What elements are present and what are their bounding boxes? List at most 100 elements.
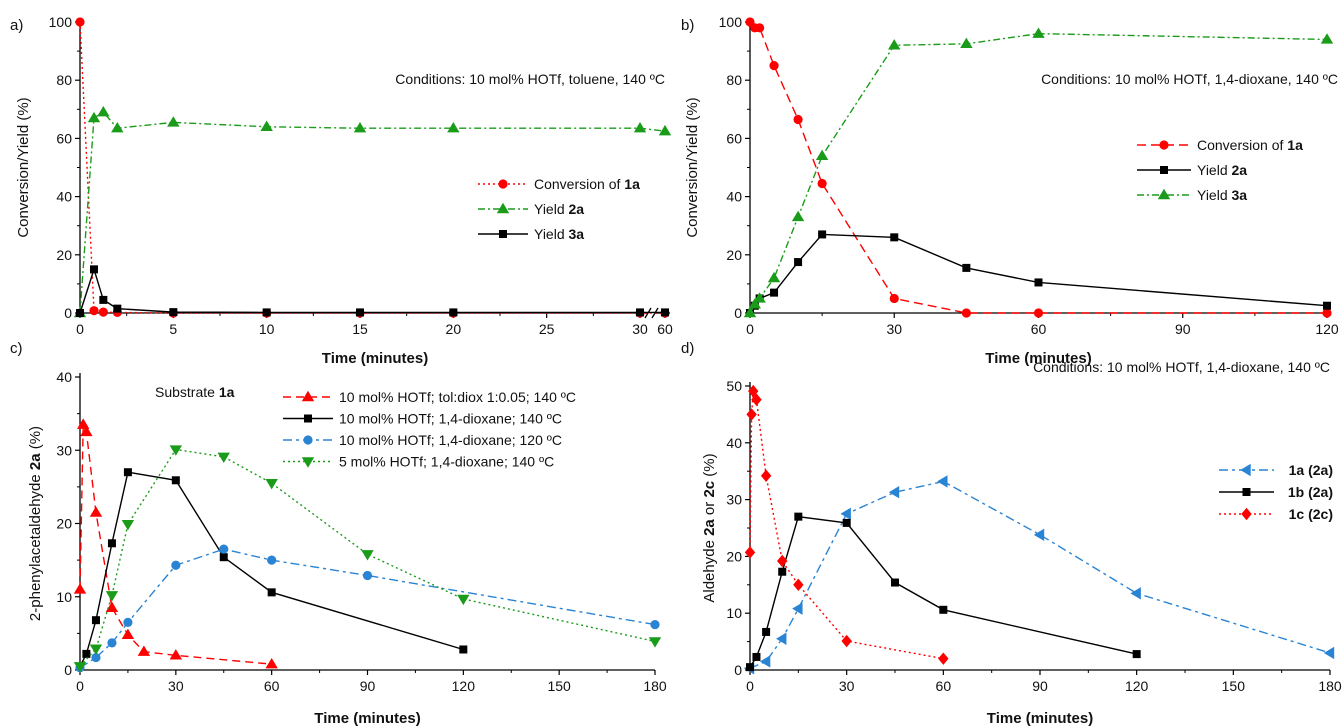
data-point [648, 637, 662, 648]
data-point [1320, 33, 1334, 44]
panel-label: b) [681, 17, 694, 34]
data-point [961, 308, 971, 318]
data-point [793, 114, 803, 125]
panel-label: c) [10, 340, 23, 357]
data-point [457, 594, 470, 606]
data-point [113, 304, 122, 313]
series-line [749, 233, 1328, 314]
y-tick-label: 20 [726, 247, 742, 263]
x-tick-label: 60 [264, 678, 280, 694]
legend-marker [498, 179, 508, 189]
legend-label-part: 2a [1232, 162, 1248, 178]
data-point [1323, 646, 1335, 660]
data-point [267, 588, 276, 597]
legend-marker [301, 457, 315, 468]
y-tick-label: 10 [56, 589, 72, 605]
legend-entry: Conversion of 1a [478, 176, 640, 192]
data-point [759, 655, 771, 668]
legend-label: Yield 2a [1197, 162, 1247, 178]
series-0 [75, 17, 670, 318]
data-point [171, 476, 180, 485]
y-axis-label-part: (%) [27, 426, 44, 454]
data-point [459, 645, 468, 654]
series-1 [746, 512, 1141, 672]
legend-label-part: Conversion of [534, 176, 624, 192]
data-point [219, 544, 229, 554]
data-point [167, 116, 180, 127]
y-axis-label: 2-phenylacetaldehyde 2a (%) [27, 426, 44, 621]
legend-label: Conversion of 1a [1197, 137, 1303, 153]
series-line [79, 448, 656, 667]
series-line [79, 471, 464, 667]
series-line [749, 390, 944, 660]
legend-label: 10 mol% HOTf; tol:diox 1:0.05; 140 ºC [339, 389, 576, 405]
data-point [121, 628, 135, 640]
data-point [890, 233, 899, 242]
x-tick-label: 5 [169, 321, 177, 337]
data-point [842, 518, 851, 527]
data-point [219, 553, 228, 562]
data-point [794, 512, 803, 521]
data-point [743, 306, 757, 318]
legend-entry: 1c (2c) [1219, 506, 1333, 522]
data-point [636, 308, 644, 317]
data-point [755, 23, 765, 33]
x-tick-label: 30 [168, 678, 184, 694]
data-point [1323, 301, 1331, 310]
conditions-annotation: Conditions: 10 mol% HOTf, toluene, 140 º… [395, 71, 665, 87]
data-point [89, 644, 103, 655]
y-tick-label: 80 [56, 72, 72, 88]
series-0 [745, 17, 1332, 318]
y-axis-label-part: 2c [701, 481, 718, 498]
y-axis-label-part: 2a [27, 453, 44, 470]
x-tick-label: 0 [76, 678, 84, 694]
legend-marker [1160, 166, 1168, 174]
data-point [267, 555, 277, 565]
data-point [744, 546, 756, 559]
series-line [749, 480, 1331, 669]
x-tick-label: 30 [839, 678, 855, 694]
y-tick-label: 20 [56, 247, 72, 263]
legend-label-part: Yield [534, 201, 569, 217]
series-2 [744, 384, 949, 665]
data-point [265, 479, 278, 490]
x-tick-label: 90 [1032, 678, 1048, 694]
legend-label: Yield 3a [1197, 187, 1247, 203]
data-point [447, 122, 460, 133]
series-2 [75, 544, 660, 673]
data-point [762, 627, 771, 636]
series-line [79, 267, 665, 314]
data-point [791, 210, 805, 222]
x-tick-label: 120 [452, 678, 476, 694]
data-point [752, 652, 761, 661]
data-point [777, 554, 788, 568]
legend-entry: 1b (2a) [1219, 484, 1333, 500]
data-point [217, 452, 230, 464]
x-tick-label: 120 [1315, 321, 1339, 337]
data-point [361, 550, 374, 561]
data-point [105, 591, 119, 602]
data-point [960, 37, 973, 49]
data-point [169, 308, 178, 317]
data-point [748, 384, 759, 398]
legend-label-part: 10 mol% HOTf; 1,4-dioxane; 140 ºC [339, 411, 562, 427]
x-tick-label: 0 [746, 321, 754, 337]
data-point [792, 602, 803, 615]
data-point [889, 293, 899, 304]
legend-label-part: 10 mol% HOTf; tol:diox 1:0.05; 140 ºC [339, 389, 576, 405]
legend-label: Yield 3a [534, 226, 584, 242]
y-tick-label: 60 [726, 130, 742, 146]
y-tick-label: 100 [719, 14, 743, 30]
data-point [169, 649, 183, 660]
conditions-annotation: Substrate 1a [155, 384, 235, 400]
data-point [888, 486, 900, 499]
data-point [123, 617, 133, 627]
y-tick-label: 40 [726, 189, 742, 205]
data-point [841, 634, 852, 648]
data-point [776, 632, 787, 645]
data-point [939, 605, 948, 614]
legend-entry: 10 mol% HOTf; 1,4-dioxane; 140 ºC [283, 411, 562, 427]
data-point [107, 539, 116, 548]
y-axis-label: Aldehyde 2a or 2c (%) [701, 453, 718, 602]
